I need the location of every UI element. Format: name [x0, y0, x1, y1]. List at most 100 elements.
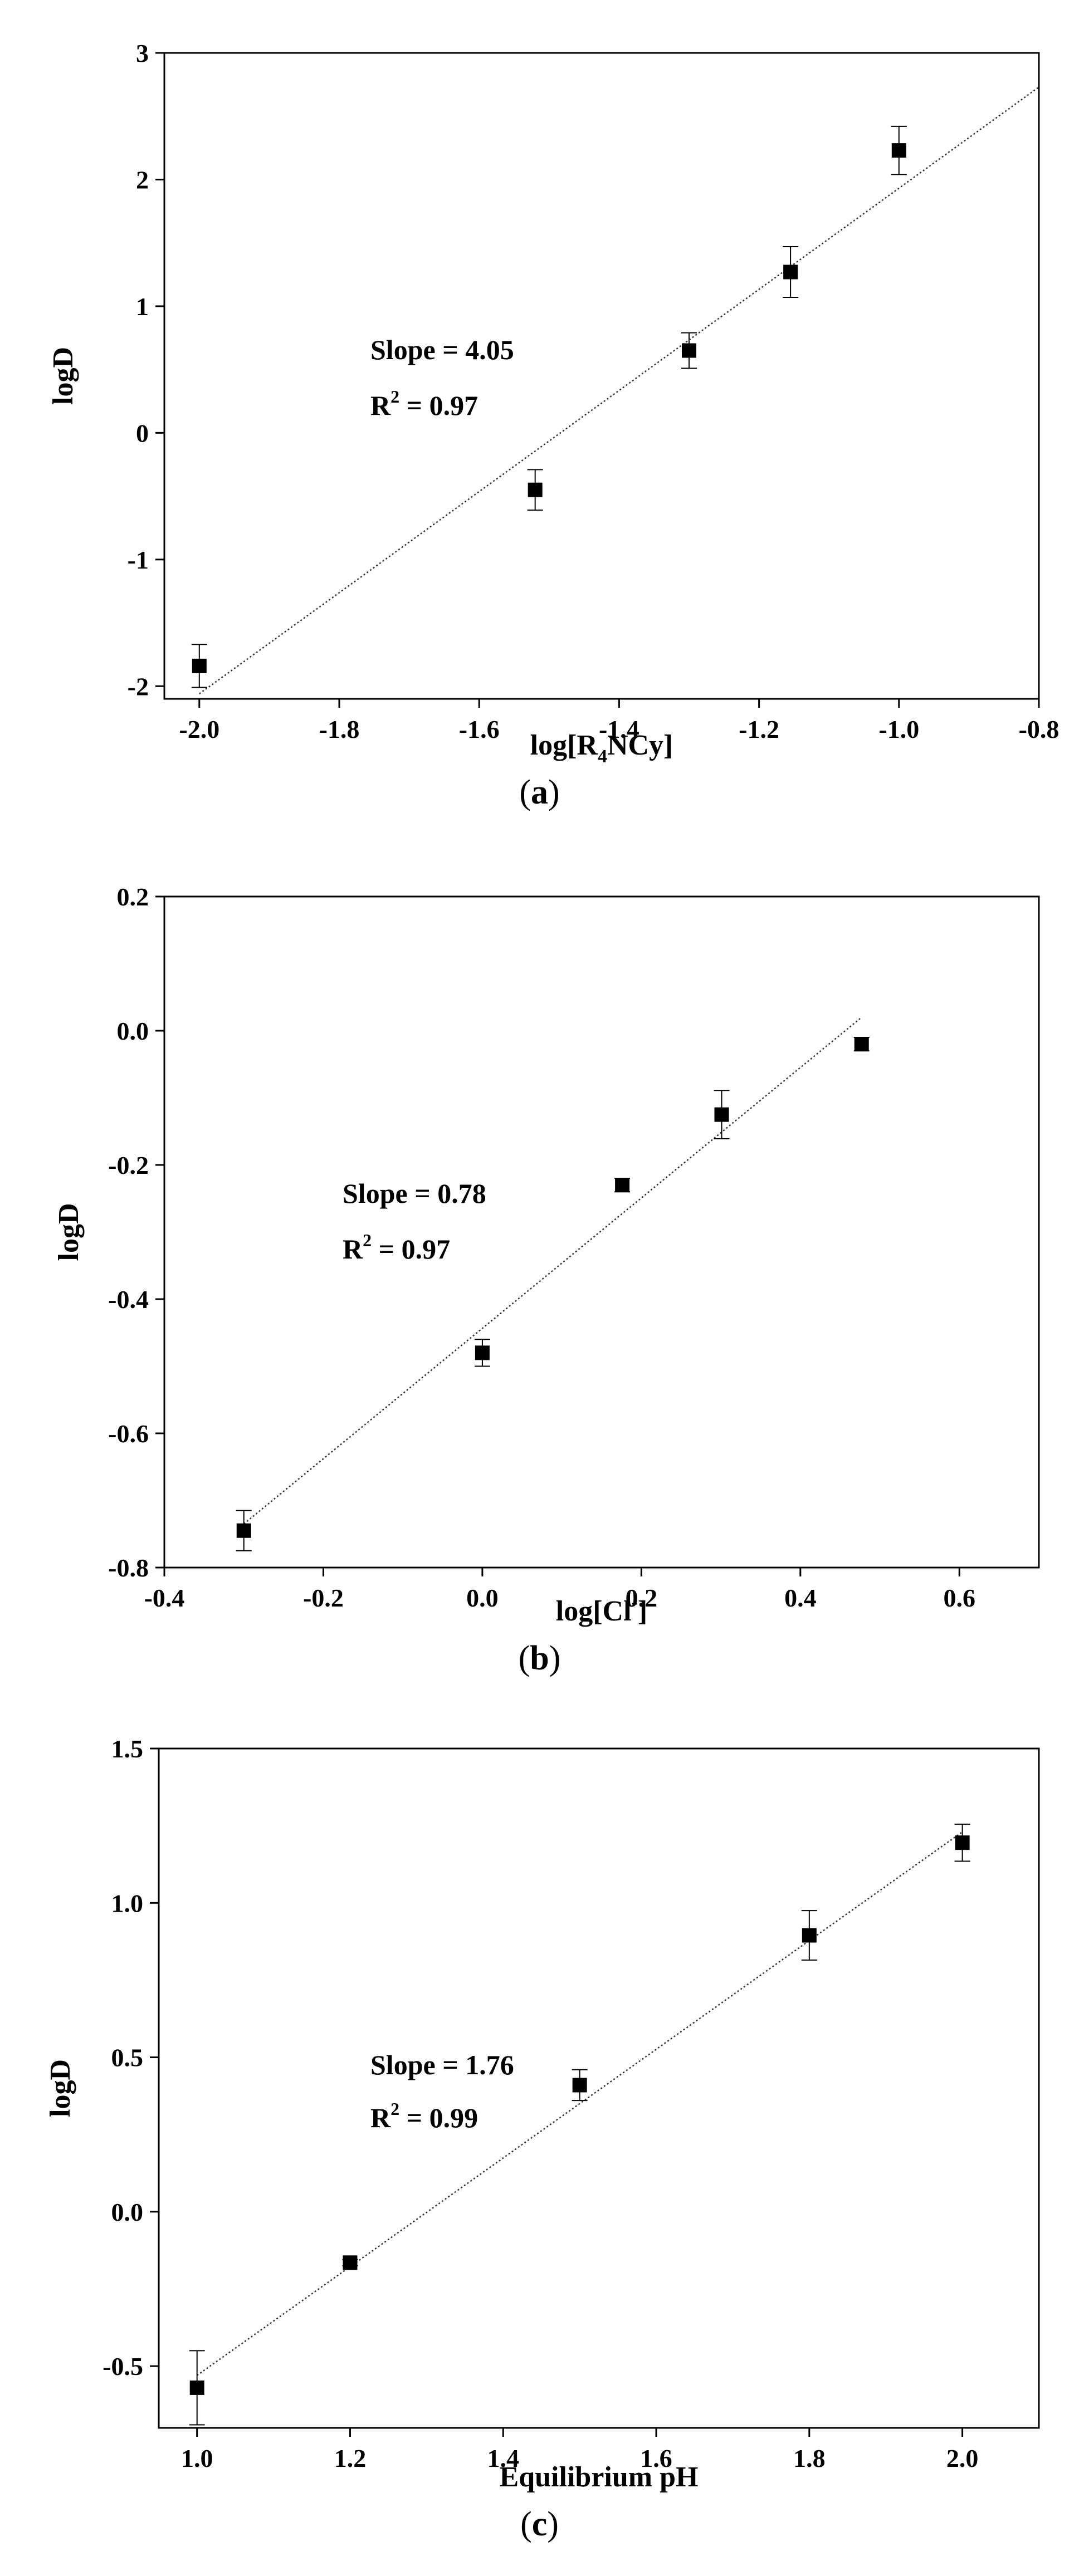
r2-superscript-c: 2	[390, 2099, 399, 2119]
x-tick-label-b: 0.6	[944, 1584, 976, 1612]
data-point-b	[615, 1178, 630, 1193]
panel-caption-c: (c)	[0, 2505, 1079, 2544]
x-tick-label-b: 0.4	[784, 1584, 817, 1612]
y-tick-label-b: 0.0	[117, 1017, 149, 1045]
x-tick-label-a: -1.8	[319, 715, 360, 743]
caption-open-c: (	[520, 2505, 532, 2543]
caption-close-c: )	[547, 2505, 559, 2543]
y-tick-label-b: 0.2	[117, 883, 149, 911]
x-tick-label-b: -0.4	[144, 1584, 185, 1612]
x-tick-label-c: 1.2	[334, 2444, 367, 2472]
y-axis-label-b: logD	[53, 1203, 85, 1261]
x-tick-label-c: 1.8	[793, 2444, 826, 2472]
data-point-c	[189, 2380, 204, 2395]
x-tick-label-a: -1.0	[878, 715, 919, 743]
y-axis-label-a: logD	[47, 347, 79, 405]
panel-caption-b: (b)	[0, 1639, 1079, 1678]
y-tick-label-b: -0.4	[108, 1285, 149, 1314]
r2-prefix-c: R	[370, 2102, 391, 2133]
r2-annotation-a: R2 = 0.97	[370, 386, 478, 421]
fit-line-a	[199, 86, 1039, 694]
r2-suffix-b: = 0.97	[372, 1233, 450, 1265]
r2-annotation-b: R2 = 0.97	[343, 1230, 450, 1265]
data-point-b	[854, 1037, 869, 1052]
y-tick-label-c: 0.5	[111, 2044, 144, 2072]
data-point-a	[682, 343, 696, 358]
plot-frame-b	[163, 895, 1040, 1569]
slope-annotation-a: Slope = 4.05	[370, 334, 514, 365]
caption-open-a: (	[519, 773, 531, 811]
data-point-a	[192, 658, 207, 673]
x-tick-label-b: -0.2	[303, 1584, 344, 1612]
r2-suffix-a: = 0.97	[399, 390, 478, 421]
plot-frame-a	[163, 52, 1040, 700]
x-axis-label-main-c: Equilibrium pH	[500, 2461, 699, 2493]
panel-caption-a: (a)	[0, 773, 1079, 812]
chart-b: -0.4 -0.2 0.0 0.2 0.4 0.6 -0.8 -0.6 -0.4 -0.2 0.0 0…	[53, 883, 1040, 1627]
plot-frame-c	[158, 1747, 1040, 2429]
x-tick-label-a: -1.2	[739, 715, 779, 743]
chart-c: 1.0 1.2 1.4 1.6 1.8 2.0 -0.5 0.0 0.5 1.0 1.5 Slope …	[45, 1735, 1040, 2493]
chart-panel-b: -0.4 -0.2 0.0 0.2 0.4 0.6 -0.8 -0.6 -0.4 -0.2 0.0 0…	[0, 849, 1079, 1710]
r2-superscript-a: 2	[390, 386, 399, 407]
y-tick-label-a: 1	[136, 292, 149, 321]
y-tick-label-a: -1	[128, 546, 149, 574]
x-tick-label-b: 0.2	[626, 1584, 658, 1612]
data-point-c	[802, 1928, 817, 1943]
y-tick-label-c: 1.5	[111, 1735, 144, 1763]
fit-line-c	[196, 1831, 963, 2376]
chart-a: -2.0 -1.8 -1.6 -1.4 -1.2 -1.0 -0.8 -2 -1 0 1 2 3 Slop…	[47, 39, 1060, 767]
caption-close-b: )	[549, 1639, 561, 1677]
x-axis-label-end-b: ]	[638, 1595, 647, 1627]
x-tick-label-b: 0.0	[466, 1584, 499, 1612]
caption-letter-c: c	[531, 2505, 548, 2543]
x-axis-label-superscript-b: -	[632, 1592, 638, 1613]
slope-annotation-c: Slope = 1.76	[370, 2049, 514, 2080]
fit-line-b	[243, 1016, 862, 1525]
x-axis-label-a: log[R4NCy]	[530, 729, 673, 767]
r2-prefix-a: R	[370, 390, 391, 421]
r2-suffix-c: = 0.99	[399, 2102, 478, 2133]
y-tick-label-a: 3	[136, 39, 149, 67]
caption-close-a: )	[548, 773, 560, 811]
y-tick-label-a: 0	[136, 419, 149, 447]
data-point-a	[783, 265, 798, 280]
y-tick-label-b: -0.8	[108, 1554, 149, 1582]
data-point-a	[528, 482, 543, 497]
caption-open-b: (	[518, 1639, 530, 1677]
x-tick-label-c: 1.4	[487, 2444, 520, 2472]
x-axis-label-end-a: NCy]	[607, 729, 673, 761]
caption-letter-a: a	[531, 773, 548, 811]
x-axis-label-main-a: log[R	[530, 729, 599, 761]
data-point-c	[572, 2078, 587, 2093]
x-axis-label-subscript-a: 4	[598, 746, 607, 767]
x-tick-label-a: -1.4	[599, 715, 639, 743]
slope-annotation-b: Slope = 0.78	[343, 1178, 486, 1209]
data-point-b	[714, 1107, 729, 1122]
y-tick-label-b: -0.6	[108, 1419, 149, 1448]
r2-annotation-c: R2 = 0.99	[370, 2099, 478, 2133]
x-tick-label-a: -0.8	[1019, 715, 1060, 743]
y-tick-label-a: 2	[136, 165, 149, 194]
y-tick-label-c: -0.5	[102, 2352, 143, 2381]
chart-panel-c: 1.0 1.2 1.4 1.6 1.8 2.0 -0.5 0.0 0.5 1.0 1.5 Slope …	[0, 1710, 1079, 2576]
data-point-c	[343, 2255, 358, 2270]
y-tick-label-a: -2	[128, 672, 149, 701]
x-axis-label-c: Equilibrium pH	[500, 2461, 699, 2493]
chart-panel-a: -2.0 -1.8 -1.6 -1.4 -1.2 -1.0 -0.8 -2 -1 0 1 2 3 Slop…	[0, 0, 1079, 849]
x-tick-label-c: 2.0	[946, 2444, 979, 2472]
r2-superscript-b: 2	[363, 1230, 372, 1250]
x-axis-label-main-b: log[Cl	[556, 1595, 632, 1627]
x-tick-label-c: 1.0	[181, 2444, 213, 2472]
x-axis-label-b: log[Cl-]	[556, 1592, 647, 1627]
x-tick-label-c: 1.6	[640, 2444, 672, 2472]
x-tick-label-a: -1.6	[459, 715, 500, 743]
y-axis-label-c: logD	[45, 2059, 76, 2117]
data-point-c	[955, 1835, 970, 1850]
r2-prefix-b: R	[343, 1233, 363, 1265]
data-point-b	[475, 1345, 490, 1360]
y-tick-label-b: -0.2	[108, 1151, 149, 1179]
y-tick-label-c: 0.0	[111, 2198, 144, 2226]
caption-letter-b: b	[530, 1639, 549, 1677]
data-point-b	[236, 1523, 251, 1538]
